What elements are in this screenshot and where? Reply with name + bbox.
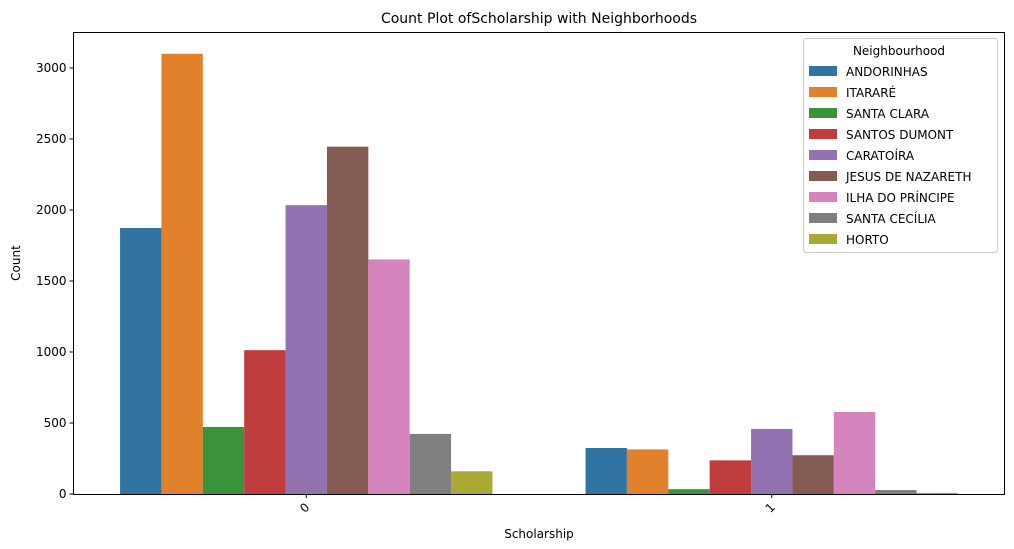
bar-jesus-de-nazareth-cat-1 [792, 455, 834, 494]
y-tick-label: 1000 [36, 345, 67, 359]
legend-swatch [809, 213, 837, 223]
legend: Neighbourhood ANDORINHAS ITARARÉ SANTA CLA… [803, 38, 998, 253]
bar-santa-clara-cat-0 [202, 426, 245, 494]
legend-swatch [809, 192, 837, 202]
y-tick-label: 0 [59, 487, 67, 501]
plot-area-frame [73, 32, 1005, 495]
y-tick-label: 500 [44, 416, 67, 430]
bar-santos-dumont-cat-1 [709, 460, 752, 494]
legend-label: SANTA CLARA [846, 107, 930, 121]
bar-ilha-do-pr-ncipe-cat-1 [833, 411, 876, 494]
legend-swatch [809, 129, 837, 139]
chart-title: Count Plot ofScholarship with Neighborho… [381, 11, 697, 27]
y-tick-label: 3000 [36, 61, 67, 75]
bar-jesus-de-nazareth-cat-0 [326, 146, 369, 494]
bar-itarar--cat-1 [626, 449, 669, 494]
bar-ilha-do-pr-ncipe-cat-0 [368, 259, 410, 494]
x-tick-label: 0 [297, 500, 312, 515]
bar-horto-cat-0 [451, 471, 493, 494]
y-axis-label: Count [9, 245, 23, 281]
bars-group [120, 53, 958, 495]
legend-label: ANDORINHAS [846, 65, 928, 79]
y-axis: 0 500 1000 1500 2000 2500 3000 [36, 61, 74, 501]
legend-label: SANTOS DUMONT [846, 128, 954, 142]
legend-swatch [809, 108, 837, 118]
legend-swatch [809, 66, 837, 76]
bar-andorinhas-cat-1 [585, 447, 627, 494]
bar-santos-dumont-cat-0 [244, 350, 286, 494]
x-axis-label: Scholarship [504, 527, 574, 541]
bar-santa-cec-lia-cat-0 [409, 433, 452, 494]
legend-swatch [809, 171, 837, 181]
legend-label: JESUS DE NAZARETH [845, 170, 971, 184]
y-tick-label: 2000 [36, 203, 67, 217]
bar-horto-cat-1 [916, 492, 958, 494]
legend-label: HORTO [846, 233, 889, 247]
bar-santa-cec-lia-cat-1 [875, 490, 917, 494]
bar-itarar--cat-0 [161, 53, 203, 495]
legend-swatch [809, 150, 837, 160]
legend-label: CARATOÍRA [846, 148, 915, 163]
legend-swatch [809, 87, 837, 97]
y-tick-label: 1500 [36, 274, 67, 288]
legend-box [803, 38, 998, 253]
legend-swatch [809, 234, 837, 244]
legend-label: SANTA CECÍLIA [846, 211, 937, 226]
legend-label: ITARARÉ [846, 85, 896, 100]
y-tick-label: 2500 [36, 132, 67, 146]
bar-carato-ra-cat-1 [751, 428, 793, 494]
legend-title: Neighbourhood [853, 44, 945, 58]
x-tick-label: 1 [763, 500, 778, 515]
legend-label: ILHA DO PRÍNCIPE [846, 190, 955, 205]
bar-andorinhas-cat-0 [120, 228, 162, 494]
bar-carato-ra-cat-0 [285, 205, 327, 494]
bar-santa-clara-cat-1 [668, 489, 710, 494]
